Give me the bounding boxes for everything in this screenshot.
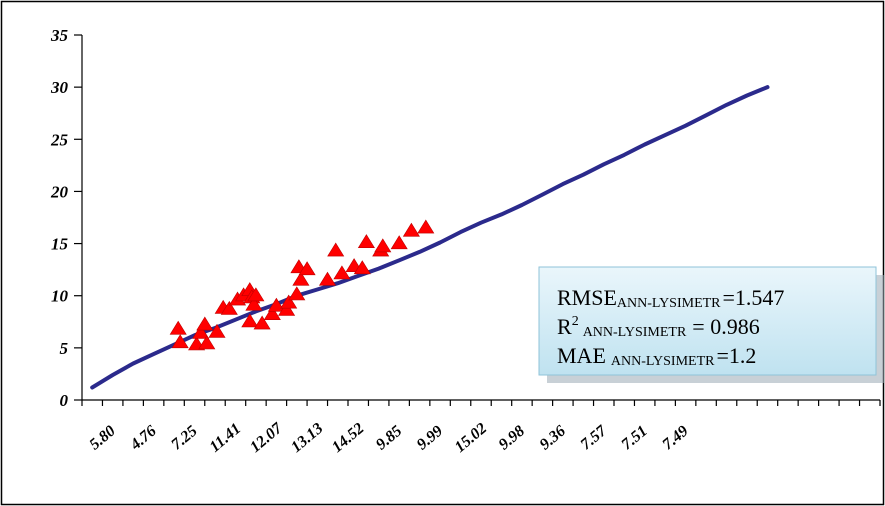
data-point-marker [353,260,371,275]
data-point-marker [278,301,296,316]
mae-value: =1.2 [716,343,756,368]
data-point-marker [263,306,281,321]
data-point-marker [247,287,265,302]
mae-label: MAE [557,343,606,368]
y-tick-label: 30 [50,78,69,97]
y-tick-label: 20 [50,182,69,201]
rmse-text: RMSEANN-LYSIMETR=1.547 [557,285,784,311]
rmse-subscript: ANN-LYSIMETR [617,296,721,311]
y-tick-label: 15 [51,235,69,254]
data-point-marker [253,315,271,330]
data-point-marker [390,235,408,250]
data-point-marker [318,271,337,286]
y-tick-label: 0 [60,391,69,410]
data-point-marker [327,242,345,257]
series-markers-group [169,219,435,351]
data-point-marker [198,335,216,350]
y-tick-label: 25 [50,130,69,149]
y-tick-label: 5 [60,339,69,358]
statistics-box-panel [538,266,877,376]
data-point-marker [333,265,351,280]
data-point-marker [267,297,285,312]
data-point-marker [220,300,238,315]
y-axis-ticks: 0 5 10 15 20 25 30 35 [50,26,82,410]
r2-label: R [557,314,572,339]
data-point-marker [417,219,435,234]
data-point-marker [288,286,306,301]
data-point-marker [245,296,263,311]
r2-text: R2 ANN-LYSIMETR = 0.986 [557,314,760,340]
data-point-marker [298,261,316,276]
y-tick-label: 10 [51,287,69,306]
rmse-value: =1.547 [723,285,785,310]
data-point-marker [374,238,392,253]
data-point-marker [208,323,226,338]
statistics-box: RMSEANN-LYSIMETR=1.547 R2ANN-LYSIMETR = 0… [538,266,884,383]
rmse-label: RMSE [557,285,617,310]
r2-value: = 0.986 [692,314,759,339]
data-point-marker [402,222,420,237]
data-point-marker [196,316,214,331]
data-point-marker [292,271,310,286]
mae-subscript: ANN-LYSIMETR [611,354,715,369]
data-point-marker [192,324,210,339]
data-point-marker [280,294,298,309]
y-tick-label: 35 [50,26,69,45]
data-point-marker [241,313,259,328]
data-point-marker [357,234,375,248]
data-point-marker [169,320,187,335]
mae-text: MAE ANN-LYSIMETR=1.2 [557,343,756,369]
r2-subscript: ANN-LYSIMETR [583,325,687,340]
data-point-marker [171,334,189,349]
r2-superscript: 2 [572,314,579,329]
